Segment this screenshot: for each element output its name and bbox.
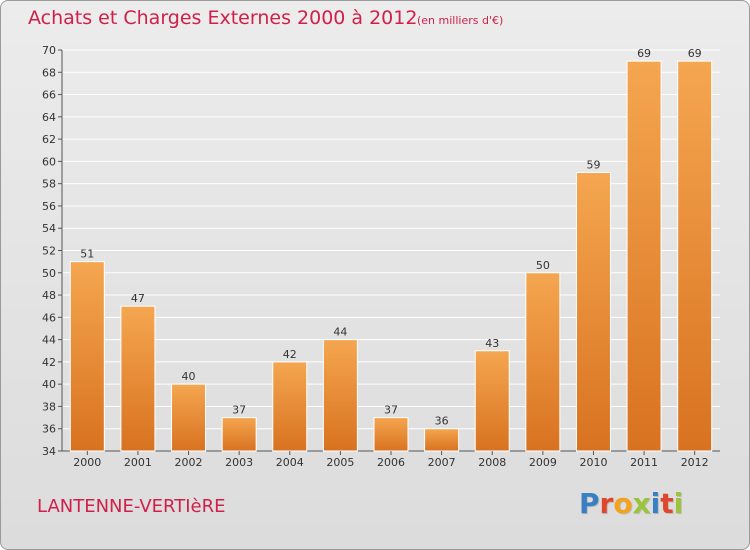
data-label: 42 bbox=[283, 348, 297, 361]
y-tick-label: 70 bbox=[42, 44, 56, 57]
y-tick-label: 58 bbox=[42, 178, 56, 191]
y-tick-label: 44 bbox=[42, 334, 56, 347]
y-tick-label: 60 bbox=[42, 155, 56, 168]
y-tick-label: 56 bbox=[42, 200, 56, 213]
bar bbox=[171, 383, 207, 452]
y-tick-label: 42 bbox=[42, 356, 56, 369]
y-tick-label: 46 bbox=[42, 311, 56, 324]
proxiti-logo: Proxiti bbox=[579, 487, 683, 520]
data-label: 36 bbox=[435, 415, 449, 428]
logo-letter: o bbox=[613, 487, 633, 520]
y-tick-label: 36 bbox=[42, 423, 56, 436]
x-tick-label: 2000 bbox=[73, 456, 101, 469]
data-label: 40 bbox=[182, 370, 196, 383]
logo-letter: i bbox=[673, 487, 684, 520]
logo-letter: r bbox=[599, 487, 614, 520]
logo-letter: x bbox=[632, 487, 651, 520]
bar bbox=[272, 361, 308, 452]
bar bbox=[677, 60, 713, 452]
y-tick-label: 50 bbox=[42, 267, 56, 280]
bar bbox=[626, 60, 662, 452]
data-label: 69 bbox=[688, 47, 702, 60]
y-tick-label: 48 bbox=[42, 289, 56, 302]
data-label: 44 bbox=[333, 326, 347, 339]
x-tick-label: 2011 bbox=[630, 456, 658, 469]
x-tick-label: 2005 bbox=[326, 456, 354, 469]
x-tick-label: 2002 bbox=[175, 456, 203, 469]
data-label: 43 bbox=[485, 337, 499, 350]
bar bbox=[221, 417, 257, 452]
logo-letter: t bbox=[660, 487, 674, 520]
x-tick-label: 2003 bbox=[225, 456, 253, 469]
bar bbox=[373, 417, 409, 452]
y-tick-label: 66 bbox=[42, 89, 56, 102]
x-tick-label: 2001 bbox=[124, 456, 152, 469]
data-label: 47 bbox=[131, 292, 145, 305]
x-tick-label: 2007 bbox=[428, 456, 456, 469]
commune-name: LANTENNE-VERTIèRE bbox=[37, 496, 226, 517]
y-tick-label: 34 bbox=[42, 445, 56, 458]
bar bbox=[575, 172, 611, 452]
data-label: 69 bbox=[637, 47, 651, 60]
y-tick-label: 64 bbox=[42, 111, 56, 124]
data-label: 59 bbox=[586, 159, 600, 172]
bar bbox=[322, 339, 358, 452]
y-tick-label: 68 bbox=[42, 66, 56, 79]
bar bbox=[424, 428, 460, 452]
logo-letter: i bbox=[650, 487, 661, 520]
chart-title: Achats et Charges Externes 2000 à 2012 bbox=[28, 7, 418, 29]
bar bbox=[120, 305, 156, 452]
bar bbox=[525, 272, 561, 452]
y-tick-label: 62 bbox=[42, 133, 56, 146]
x-tick-label: 2009 bbox=[529, 456, 557, 469]
x-tick-label: 2008 bbox=[478, 456, 506, 469]
data-label: 51 bbox=[80, 248, 94, 261]
x-tick-label: 2006 bbox=[377, 456, 405, 469]
bar bbox=[69, 261, 105, 452]
chart-unit: (en milliers d'€) bbox=[417, 14, 504, 27]
data-label: 50 bbox=[536, 259, 550, 272]
x-tick-label: 2004 bbox=[276, 456, 304, 469]
x-tick-label: 2012 bbox=[681, 456, 709, 469]
data-label: 37 bbox=[384, 404, 398, 417]
y-tick-label: 38 bbox=[42, 400, 56, 413]
bar bbox=[474, 350, 510, 452]
x-tick-label: 2010 bbox=[579, 456, 607, 469]
data-label: 37 bbox=[232, 404, 246, 417]
y-tick-label: 40 bbox=[42, 378, 56, 391]
y-tick-label: 54 bbox=[42, 222, 56, 235]
y-tick-label: 52 bbox=[42, 245, 56, 258]
logo-letter: P bbox=[579, 487, 600, 520]
